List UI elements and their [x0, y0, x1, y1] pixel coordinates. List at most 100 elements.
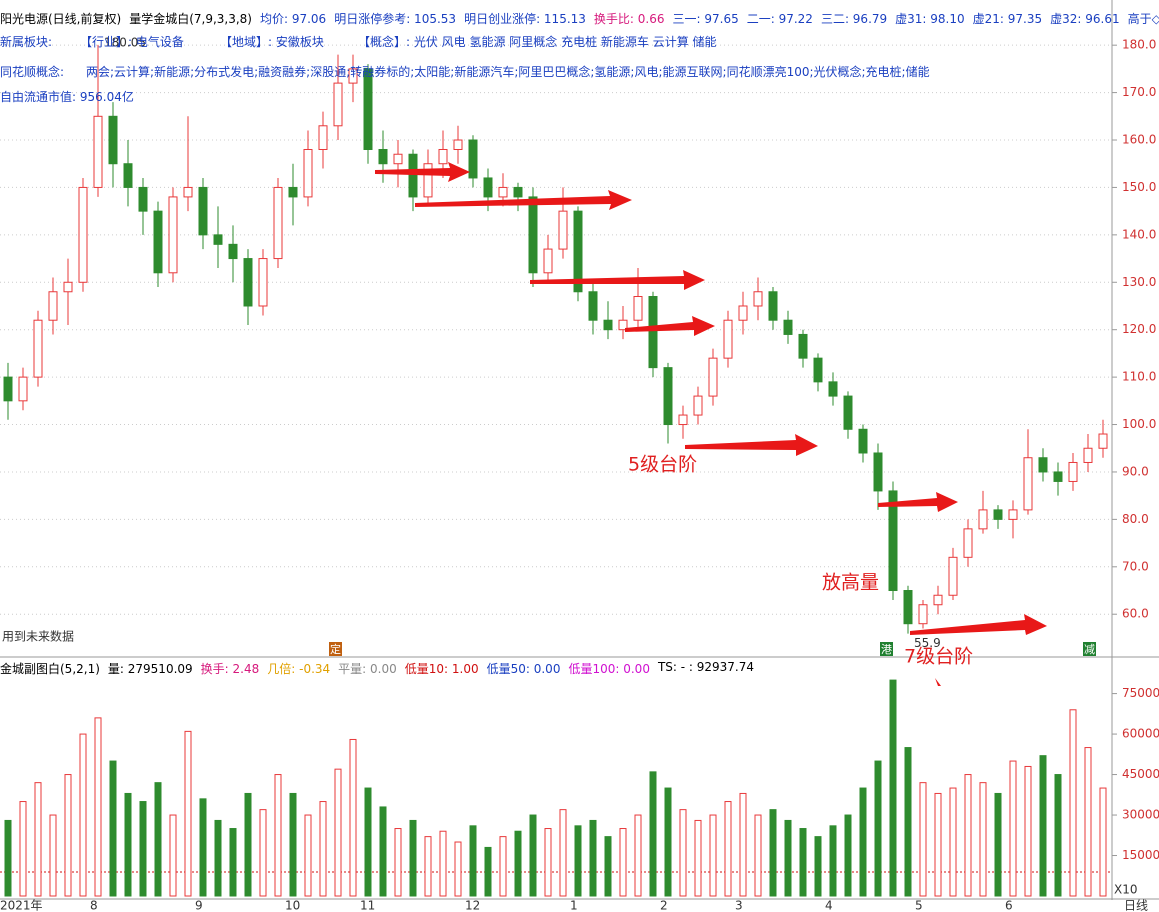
volume-bar — [784, 819, 792, 897]
header-item: 明日创业涨停: 115.13 — [464, 12, 586, 26]
candle-body — [813, 357, 823, 383]
volume-bar — [619, 828, 627, 897]
candle-body — [1038, 457, 1048, 473]
volume-bar — [1099, 787, 1107, 897]
volume-bar — [409, 819, 417, 897]
x-tick-label: 3 — [735, 899, 743, 912]
candle-body — [63, 281, 73, 293]
volume-bar — [64, 774, 72, 897]
y-tick-label: 160.0 — [1122, 133, 1156, 147]
volume-bar — [979, 782, 987, 897]
header-item: 三二: 96.79 — [820, 12, 888, 26]
arrow — [530, 270, 705, 290]
volume-stat: 几倍: -0.34 — [267, 662, 331, 676]
y-tick-label: 60000 — [1122, 727, 1159, 741]
marker-box — [329, 642, 342, 656]
x-tick-label: 5 — [915, 899, 923, 912]
volume-bar — [709, 814, 717, 897]
info-row: 同花顺概念: 两会;云计算;新能源;分布式发电;融资融券;深股通;转融券标的;太… — [0, 63, 930, 80]
volume-bar — [124, 792, 132, 897]
volume-header: 金城副图白(5,2,1) 量: 279510.09 换手: 2.48 几倍: -0.… — [0, 660, 754, 677]
volume-bar — [859, 787, 867, 897]
candle-body — [1008, 509, 1018, 520]
candle-body — [723, 319, 733, 359]
volume-bar — [514, 830, 522, 897]
candle-body — [693, 395, 703, 416]
volume-bar — [154, 782, 162, 897]
arrow — [375, 162, 470, 182]
volume-bar — [4, 819, 12, 897]
volume-bar — [19, 801, 27, 897]
candle-body — [873, 452, 883, 492]
x-tick-label: 12 — [465, 899, 480, 912]
volume-bar — [664, 787, 672, 897]
candle-body — [798, 333, 808, 359]
candle-body — [18, 376, 28, 402]
x-tick-label: 2 — [660, 899, 668, 912]
header-item: 二一: 97.22 — [746, 12, 813, 26]
y-tick-label: 110.0 — [1122, 370, 1156, 384]
candle-body — [3, 376, 13, 402]
y-tick-label: 140.0 — [1122, 227, 1156, 241]
header-item: 虚21: 97.35 — [972, 12, 1043, 26]
candle-body — [918, 604, 928, 625]
note: 用到未来数据 — [2, 629, 74, 644]
volume-title: 金城副图白(5,2,1) — [0, 662, 100, 676]
volume-bar — [769, 809, 777, 897]
volume-bar — [499, 836, 507, 897]
candle-body — [708, 357, 718, 397]
volume-bar — [364, 787, 372, 897]
candle-body — [48, 291, 58, 321]
candle-body — [438, 148, 448, 165]
label: 同花顺概念: — [0, 65, 65, 79]
volume-bar — [454, 841, 462, 897]
volume-stat: 低量50: 0.00 — [486, 662, 561, 676]
candle-body — [273, 186, 283, 260]
header-item: 虚32: 96.61 — [1050, 12, 1120, 26]
candle-body — [738, 305, 748, 321]
y-tick-label: 30000 — [1122, 808, 1159, 822]
candle-body — [753, 291, 763, 307]
candle-body — [1083, 447, 1093, 463]
candle-body — [108, 115, 118, 165]
volume-stat: 低量100: 0.00 — [568, 662, 650, 676]
candle-body — [843, 395, 853, 430]
x-end-label: 日线 — [1124, 899, 1148, 912]
volume-bar — [559, 809, 567, 897]
candle-body — [318, 125, 328, 150]
y-tick-label: 130.0 — [1122, 275, 1156, 289]
header-item: 三一: 97.65 — [672, 12, 739, 26]
header: 阳光电源(日线,前复权) 量学金城白(7,9,3,3,8) 均价: 97.06 明日涨… — [0, 10, 1159, 27]
y-tick-label: 170.0 — [1122, 85, 1156, 99]
volume-bar — [814, 836, 822, 897]
volume-bar — [469, 825, 477, 897]
volume-bar — [1069, 709, 1077, 897]
volume-bar — [319, 801, 327, 897]
candle-body — [858, 428, 868, 454]
candle-body — [678, 414, 688, 426]
header-item: 高于◇ — [1127, 12, 1159, 26]
volume-bar — [49, 814, 57, 897]
x-tick-label: 9 — [195, 899, 203, 912]
volume-stat: 量: 279510.09 — [107, 662, 193, 676]
x-tick-label: 1 — [570, 899, 578, 912]
candle-body — [498, 186, 508, 198]
annotation: 5级台阶 — [628, 454, 697, 476]
y-tick-label: 100.0 — [1122, 417, 1156, 431]
candle-body — [138, 186, 148, 212]
volume-bar — [1054, 774, 1062, 897]
x-tick-label: 11 — [360, 899, 375, 912]
volume-bar — [724, 801, 732, 897]
candle-body — [333, 82, 343, 127]
volume-bar — [919, 782, 927, 897]
candle-body — [168, 196, 178, 274]
volume-bar — [349, 738, 357, 897]
candle-body — [663, 367, 673, 426]
region: 【地域】: 安徽板块 — [220, 35, 324, 49]
volume-bar — [169, 814, 177, 897]
header-item: 虚31: 98.10 — [895, 12, 965, 26]
candle-body — [183, 186, 193, 198]
y-tick-label: 80.0 — [1122, 512, 1149, 526]
volume-bar — [334, 768, 342, 897]
